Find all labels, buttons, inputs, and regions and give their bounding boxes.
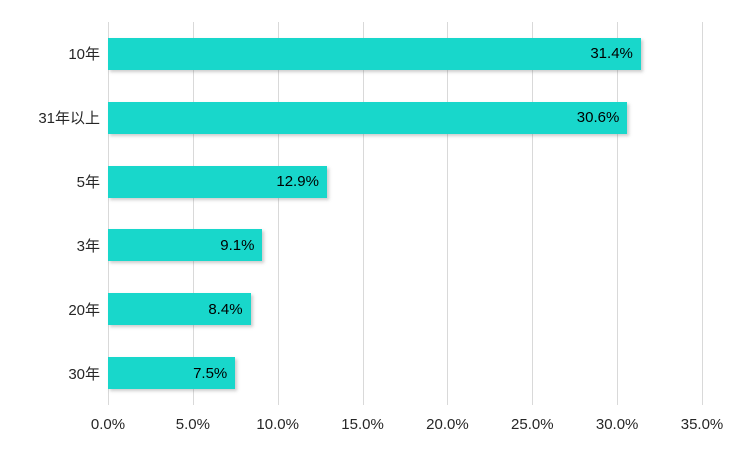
gridline <box>277 22 279 405</box>
bar-row: 31.4% <box>108 22 702 86</box>
x-tick-label: 30.0% <box>595 416 639 433</box>
data-label: 9.1% <box>220 236 255 254</box>
bar-row: 30.6% <box>108 86 702 150</box>
gridline <box>108 22 109 405</box>
x-tick-label: 10.0% <box>256 416 299 433</box>
category-label: 10年 <box>68 46 100 64</box>
x-tick-label: 20.0% <box>426 416 469 433</box>
x-tick-label: 0.0% <box>90 416 126 433</box>
data-label: 30.6% <box>576 109 620 127</box>
x-axis: 0.0% 5.0% 10.0% 15.0% 20.0% 25.0% 30.0% 35.0% <box>91 412 723 436</box>
gridline <box>532 22 534 405</box>
gridline <box>192 22 194 405</box>
gridline <box>362 22 364 405</box>
bar-row: 9.1% <box>108 213 702 277</box>
bar: 31.4% <box>108 37 641 70</box>
data-label: 31.4% <box>590 45 633 63</box>
gridline <box>447 22 449 405</box>
plot-area: 31.4% 30.6% 12.9% 9.1% 8.4% 7.5% <box>108 22 703 405</box>
gridline <box>617 22 619 405</box>
category-axis: 10年 31年以上 5年 3年 20年 30年 <box>0 22 100 405</box>
gridline <box>702 22 703 405</box>
bar: 12.9% <box>108 165 327 198</box>
category-label: 5年 <box>76 174 100 192</box>
category-label: 20年 <box>68 301 100 319</box>
data-label: 8.4% <box>208 300 243 318</box>
x-tick-label: 5.0% <box>175 416 210 433</box>
bar: 8.4% <box>108 293 251 326</box>
bar-row: 7.5% <box>108 341 702 405</box>
bar-rows: 31.4% 30.6% 12.9% 9.1% 8.4% 7.5% <box>108 22 702 405</box>
category-label: 3年 <box>76 237 100 255</box>
bar-row: 12.9% <box>108 150 702 214</box>
x-tick-label: 35.0% <box>680 416 724 433</box>
bar: 30.6% <box>108 101 628 134</box>
data-label: 12.9% <box>276 173 319 191</box>
category-label: 31年以上 <box>38 110 100 128</box>
data-label: 7.5% <box>193 364 228 382</box>
bar-row: 8.4% <box>108 277 702 341</box>
x-tick-label: 15.0% <box>341 416 384 433</box>
bar: 7.5% <box>108 357 236 390</box>
x-tick-label: 25.0% <box>511 416 554 433</box>
bar: 9.1% <box>108 229 263 262</box>
category-label: 30年 <box>68 365 100 383</box>
